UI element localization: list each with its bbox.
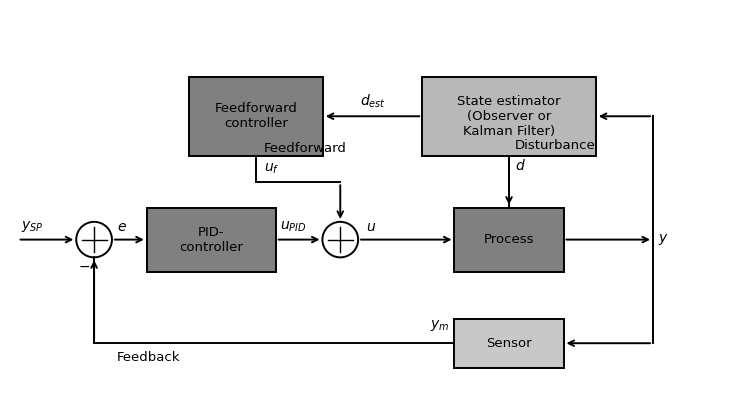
- Text: State estimator
(Observer or
Kalman Filter): State estimator (Observer or Kalman Filt…: [457, 95, 561, 138]
- FancyBboxPatch shape: [454, 207, 563, 272]
- Text: PID-
controller: PID- controller: [179, 226, 243, 254]
- Text: $u$: $u$: [366, 220, 376, 234]
- Text: Disturbance: Disturbance: [515, 139, 596, 152]
- Text: $u_f$: $u_f$: [264, 161, 279, 176]
- FancyBboxPatch shape: [189, 77, 323, 156]
- FancyBboxPatch shape: [454, 318, 563, 368]
- Text: $y_m$: $y_m$: [430, 318, 450, 333]
- Text: Process: Process: [483, 233, 535, 246]
- FancyBboxPatch shape: [422, 77, 596, 156]
- Text: $d$: $d$: [515, 158, 526, 173]
- Text: $d_{est}$: $d_{est}$: [359, 93, 386, 110]
- Text: $e$: $e$: [117, 220, 127, 234]
- Text: $y_{SP}$: $y_{SP}$: [20, 219, 43, 234]
- Text: Feedforward
controller: Feedforward controller: [215, 102, 297, 130]
- Text: Feedback: Feedback: [117, 351, 181, 364]
- FancyBboxPatch shape: [147, 207, 276, 272]
- Text: $-$: $-$: [78, 259, 90, 273]
- Text: Sensor: Sensor: [486, 337, 532, 350]
- Text: $u_{PID}$: $u_{PID}$: [279, 219, 306, 234]
- Text: $y$: $y$: [658, 232, 669, 247]
- Text: Feedforward: Feedforward: [264, 142, 346, 155]
- Circle shape: [76, 222, 112, 257]
- Circle shape: [322, 222, 358, 257]
